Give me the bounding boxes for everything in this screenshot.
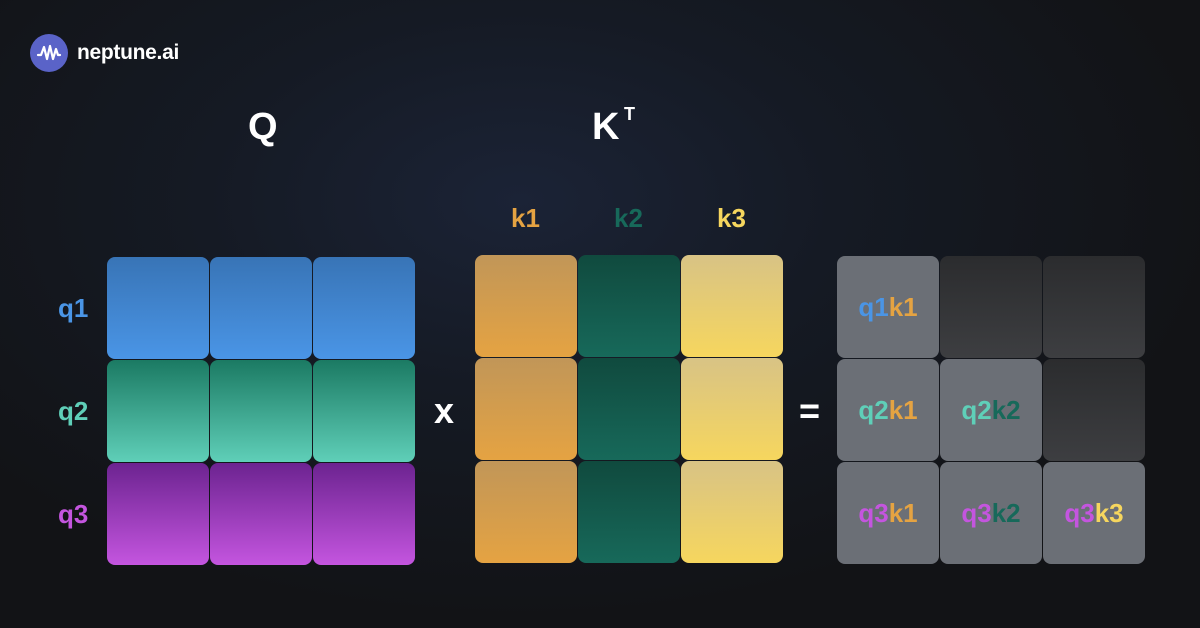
- dot-product-label: q2 k1: [837, 359, 939, 461]
- result-cell: q1 k1: [837, 256, 939, 358]
- multiply-operator: x: [434, 390, 455, 431]
- key-term: k2: [991, 497, 1021, 528]
- key-term: k1: [888, 291, 918, 322]
- query-term: q2: [961, 394, 992, 425]
- query-term: q3: [1064, 497, 1095, 528]
- q-row-label: q3: [58, 499, 89, 529]
- k-cell: [681, 255, 783, 357]
- brand-name: neptune.ai: [77, 41, 180, 64]
- q-cell: [210, 463, 312, 565]
- k-cell: [578, 461, 680, 563]
- dot-product-label: q3 k2: [940, 462, 1042, 564]
- k-matrix-title: K: [592, 106, 620, 148]
- dot-product-label: q1 k1: [837, 256, 939, 358]
- dot-product-label: q2 k2: [940, 359, 1042, 461]
- k-column-label: k1: [511, 203, 540, 233]
- query-term: q3: [858, 497, 889, 528]
- q-cell: [313, 360, 415, 462]
- k-cell: [475, 461, 577, 563]
- q-cell: [107, 360, 209, 462]
- result-cell: q2 k2: [940, 359, 1042, 461]
- key-term: k3: [1094, 497, 1124, 528]
- q-row-label: q1: [58, 293, 89, 323]
- k-cell: [681, 358, 783, 460]
- query-term: q2: [858, 394, 889, 425]
- key-term: k1: [888, 394, 918, 425]
- k-column-label: k2: [614, 203, 643, 233]
- q-row-label: q2: [58, 396, 89, 426]
- result-cell: q2 k1: [837, 359, 939, 461]
- k-cell: [475, 358, 577, 460]
- k-column-label: k3: [717, 203, 746, 233]
- result-cell-empty: [940, 256, 1042, 358]
- k-cell: [681, 461, 783, 563]
- k-cell: [578, 358, 680, 460]
- key-term: k2: [991, 394, 1021, 425]
- q-cell: [107, 257, 209, 359]
- result-cell-empty: [1043, 359, 1145, 461]
- wave-signal-icon: [30, 34, 68, 72]
- q-matrix-title: Q: [248, 106, 278, 148]
- result-cell: q3 k3: [1043, 462, 1145, 564]
- brand-logo: neptune.ai: [30, 34, 179, 72]
- dot-product-label: q3 k3: [1043, 462, 1145, 564]
- q-cell: [107, 463, 209, 565]
- dot-product-label: q3 k1: [837, 462, 939, 564]
- query-term: q1: [858, 291, 889, 322]
- k-cell: [578, 255, 680, 357]
- query-term: q3: [961, 497, 992, 528]
- result-cell: q3 k1: [837, 462, 939, 564]
- transpose-superscript: T: [624, 104, 635, 124]
- q-cell: [210, 360, 312, 462]
- k-cell: [475, 255, 577, 357]
- q-cell: [210, 257, 312, 359]
- equals-operator: =: [799, 390, 821, 431]
- q-cell: [313, 463, 415, 565]
- key-term: k1: [888, 497, 918, 528]
- result-cell: q3 k2: [940, 462, 1042, 564]
- q-cell: [313, 257, 415, 359]
- result-cell-empty: [1043, 256, 1145, 358]
